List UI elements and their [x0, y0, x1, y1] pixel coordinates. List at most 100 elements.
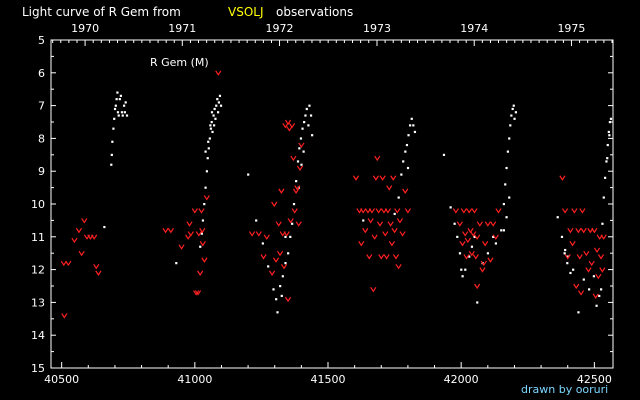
fainter-than-point — [248, 231, 256, 237]
observation-point — [442, 153, 446, 156]
x-axis: 40500 41000 41500 42000 42500 — [44, 362, 612, 386]
observation-point — [513, 117, 516, 120]
fainter-than-point — [291, 208, 298, 214]
fainter-than-point — [472, 254, 479, 260]
fainter-than-point — [360, 208, 367, 214]
fainter-than-point — [362, 227, 369, 234]
year-tick-label: 1971 — [168, 22, 196, 35]
observation-point — [210, 121, 213, 124]
observation-point — [122, 104, 126, 107]
title-suffix: observations — [276, 5, 353, 19]
observation-point — [510, 114, 513, 117]
fainter-than-point — [61, 313, 68, 319]
fainter-than-point — [394, 208, 401, 214]
observation-point — [505, 216, 508, 219]
fainter-than-point — [384, 208, 392, 214]
fainter-than-point — [199, 227, 206, 234]
observation-point — [362, 219, 365, 222]
fainter-than-point — [198, 208, 205, 214]
fainter-than-point — [492, 234, 499, 240]
fainter-than-point — [276, 250, 284, 257]
fainter-than-point — [275, 221, 282, 227]
observation-point — [301, 127, 304, 130]
fainter-than-point — [75, 227, 83, 234]
observation-point — [506, 150, 509, 153]
observation-point — [514, 111, 517, 114]
observation-point — [602, 196, 605, 199]
observation-point — [409, 124, 412, 127]
fainter-than-point — [484, 221, 491, 227]
observation-point — [217, 111, 220, 114]
fainter-than-point — [375, 208, 382, 214]
observation-point — [207, 140, 210, 143]
fainter-than-point — [460, 208, 467, 214]
fainter-than-point — [186, 221, 193, 227]
year-axis: 1970 1971 1972 1973 1974 1975 — [52, 22, 613, 46]
observation-point — [512, 104, 515, 107]
observation-point — [308, 104, 311, 107]
observation-point — [118, 98, 121, 101]
fainter-than-point — [577, 290, 585, 296]
fainter-than-point — [71, 237, 78, 244]
observation-point — [303, 121, 306, 124]
fainter-than-point — [383, 254, 390, 260]
y-tick-label: 7 — [38, 100, 45, 113]
fainter-than-point — [595, 273, 602, 280]
fainter-than-point — [376, 221, 384, 227]
year-tick-label: 1974 — [460, 22, 488, 35]
fainter-than-point — [480, 260, 487, 267]
observation-point — [410, 117, 413, 120]
fainter-than-point — [194, 290, 202, 296]
observation-point — [216, 98, 219, 101]
x-tick-label: 42500 — [577, 373, 612, 386]
observation-point — [119, 94, 122, 97]
observation-point — [284, 235, 287, 238]
observation-point — [272, 288, 275, 291]
fainter-than-point — [463, 254, 470, 260]
y-tick-label: 11 — [31, 231, 45, 244]
observation-point — [609, 117, 613, 120]
x-tick-label: 41000 — [177, 373, 212, 386]
observation-point — [588, 288, 591, 291]
observation-point — [117, 114, 120, 117]
observation-point — [569, 271, 572, 275]
fainter-than-point — [456, 221, 463, 227]
observation-point — [289, 235, 292, 238]
observation-point — [464, 268, 467, 271]
observation-point — [556, 216, 559, 219]
fainter-than-point — [95, 270, 102, 276]
fainter-than-point — [284, 119, 292, 126]
observation-point — [287, 252, 290, 255]
observation-point — [116, 111, 120, 114]
fainter-than-point — [597, 254, 605, 260]
observation-point — [112, 127, 115, 130]
x-tick-label: 40500 — [44, 373, 79, 386]
observation-point — [213, 107, 216, 111]
observation-point — [560, 235, 564, 238]
fainter-than-point — [567, 227, 574, 234]
observation-point — [470, 245, 474, 248]
observation-point — [304, 114, 307, 117]
observation-point — [214, 117, 217, 120]
observation-point — [111, 140, 114, 143]
fainter-than-point — [580, 227, 587, 234]
fainter-than-point — [575, 227, 582, 234]
observation-point — [298, 147, 301, 150]
observation-point — [606, 157, 609, 160]
observation-point — [600, 288, 603, 291]
observation-point — [566, 255, 569, 258]
observation-point — [605, 160, 608, 163]
y-tick-label: 5 — [38, 34, 45, 47]
observation-point — [211, 130, 214, 134]
fainter-than-point — [564, 254, 571, 260]
year-tick-label: 1972 — [266, 22, 294, 35]
observation-point — [393, 212, 396, 216]
observation-point — [175, 262, 178, 265]
observation-point — [125, 114, 129, 117]
observation-point — [607, 130, 610, 134]
observation-point — [209, 127, 213, 130]
y-tick-label: 13 — [31, 296, 45, 309]
fainter-than-point — [468, 250, 475, 257]
fainter-than-point — [296, 165, 304, 172]
